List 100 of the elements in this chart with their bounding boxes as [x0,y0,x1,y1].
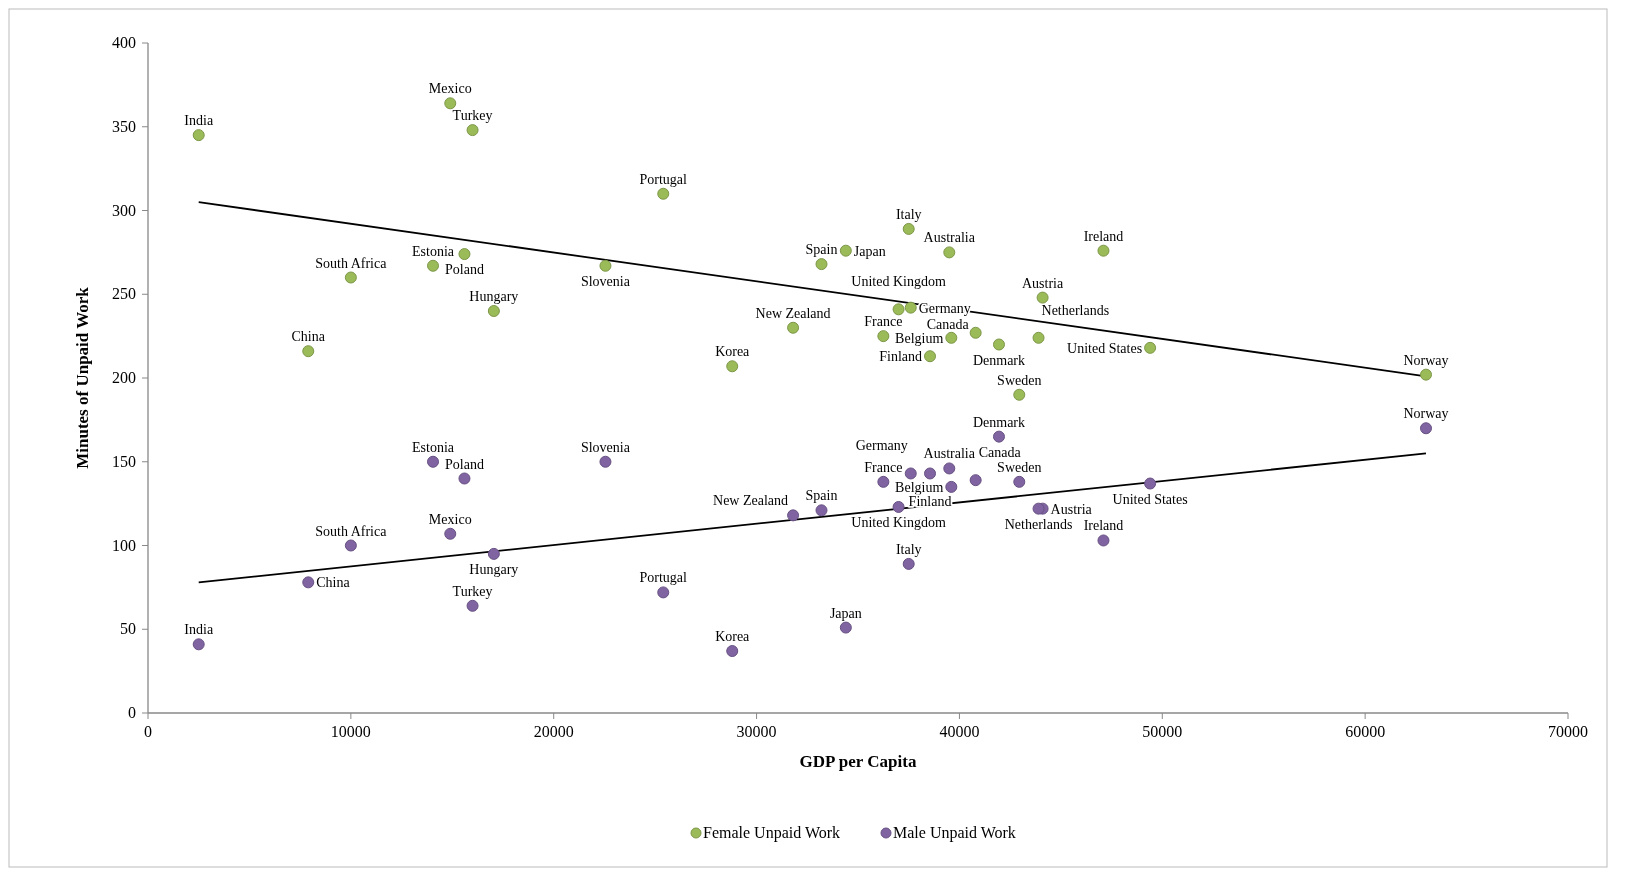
point [815,258,828,271]
annotation: Slovenia [580,273,631,289]
point [969,474,982,487]
annotation: Italy [895,206,922,222]
annotation: Norway [1403,352,1449,368]
annotation: Belgium [895,330,944,346]
point [302,345,315,358]
y-tick-label: 0 [128,704,136,721]
point [945,480,958,493]
annotation: Norway [1403,406,1449,422]
point [458,472,471,485]
annotation: United States [1112,491,1188,507]
point [444,97,457,110]
point [892,303,905,316]
legend-label: Female Unpaid Work [703,824,841,842]
annotation: India [184,113,214,129]
annotation: Turkey [452,108,493,124]
x-tick-label: 10000 [330,723,371,740]
annotation: China [316,575,351,591]
point [839,621,852,634]
annotation: Netherlands [1041,302,1110,318]
annotation: Denmark [972,352,1026,368]
point [1013,475,1026,488]
y-tick-label: 300 [112,201,136,219]
annotation: Finland [879,349,923,365]
point [945,331,958,344]
annotation: New Zealand [755,305,831,321]
annotation: United Kingdom [851,514,946,530]
y-tick-label: 50 [120,620,136,638]
point [487,305,500,317]
annotation: Canada [978,445,1022,461]
annotation: Spain [805,242,838,258]
point [427,455,440,468]
annotation: New Zealand [713,493,789,509]
point [192,638,205,651]
point [892,500,905,513]
point [877,475,890,488]
y-tick-label: 400 [112,34,136,51]
point [904,301,917,314]
annotation: Portugal [639,570,688,586]
x-tick-label: 40000 [939,723,980,740]
annotation: United Kingdom [851,274,946,290]
y-tick-label: 350 [112,117,136,135]
annotation: Mexico [428,81,472,97]
annotation: Korea [715,344,751,360]
point [1144,477,1157,490]
point [992,430,1005,443]
point [902,557,915,570]
annotation: Sweden [997,459,1042,475]
annotation: Estonia [412,243,455,259]
annotation: Japan [829,605,862,621]
annotation: Australia [923,230,976,246]
annotation: Austria [1050,501,1093,517]
point [427,259,440,272]
point [839,244,852,257]
annotation: Ireland [1083,228,1124,244]
point [444,527,457,540]
x-tick-label: 60000 [1345,723,1386,740]
point [1032,331,1045,344]
annotation: Hungary [469,289,519,304]
point [344,271,357,284]
y-axis-title: Minutes of Unpaid Work [73,286,92,469]
point [787,509,800,522]
point [877,330,890,343]
x-tick-label: 20000 [533,723,574,740]
annotation: South Africa [315,255,388,271]
annotation: Belgium [895,479,944,495]
point [1032,502,1045,515]
annotation: India [184,622,214,638]
point [657,187,670,200]
point [192,129,205,142]
point [815,504,828,517]
annotation: Japan [853,243,886,259]
annotation: Estonia [412,439,455,455]
annotation: Poland [445,262,484,278]
point [599,259,612,272]
point [344,539,357,552]
annotation: Poland [445,456,484,472]
annotation: Portugal [639,171,688,187]
point [302,576,315,589]
annotation: Austria [1021,275,1064,291]
point [726,360,739,373]
annotation: Canada [926,316,970,332]
point [902,222,915,235]
annotation: France [864,314,903,330]
point [1013,388,1026,401]
y-tick-label: 100 [112,536,136,554]
annotation: Slovenia [580,439,631,455]
annotation: Hungary [469,561,519,577]
y-tick-label: 250 [112,285,136,303]
point [466,124,479,137]
annotation: Italy [895,541,922,557]
annotation: Ireland [1083,518,1124,534]
x-tick-label: 0 [144,723,152,740]
y-tick-label: 200 [112,369,136,386]
point [969,326,982,339]
annotation: Netherlands [1004,516,1073,532]
annotation: Mexico [428,511,472,527]
x-tick-label: 30000 [736,723,777,740]
annotation: Denmark [972,414,1026,430]
